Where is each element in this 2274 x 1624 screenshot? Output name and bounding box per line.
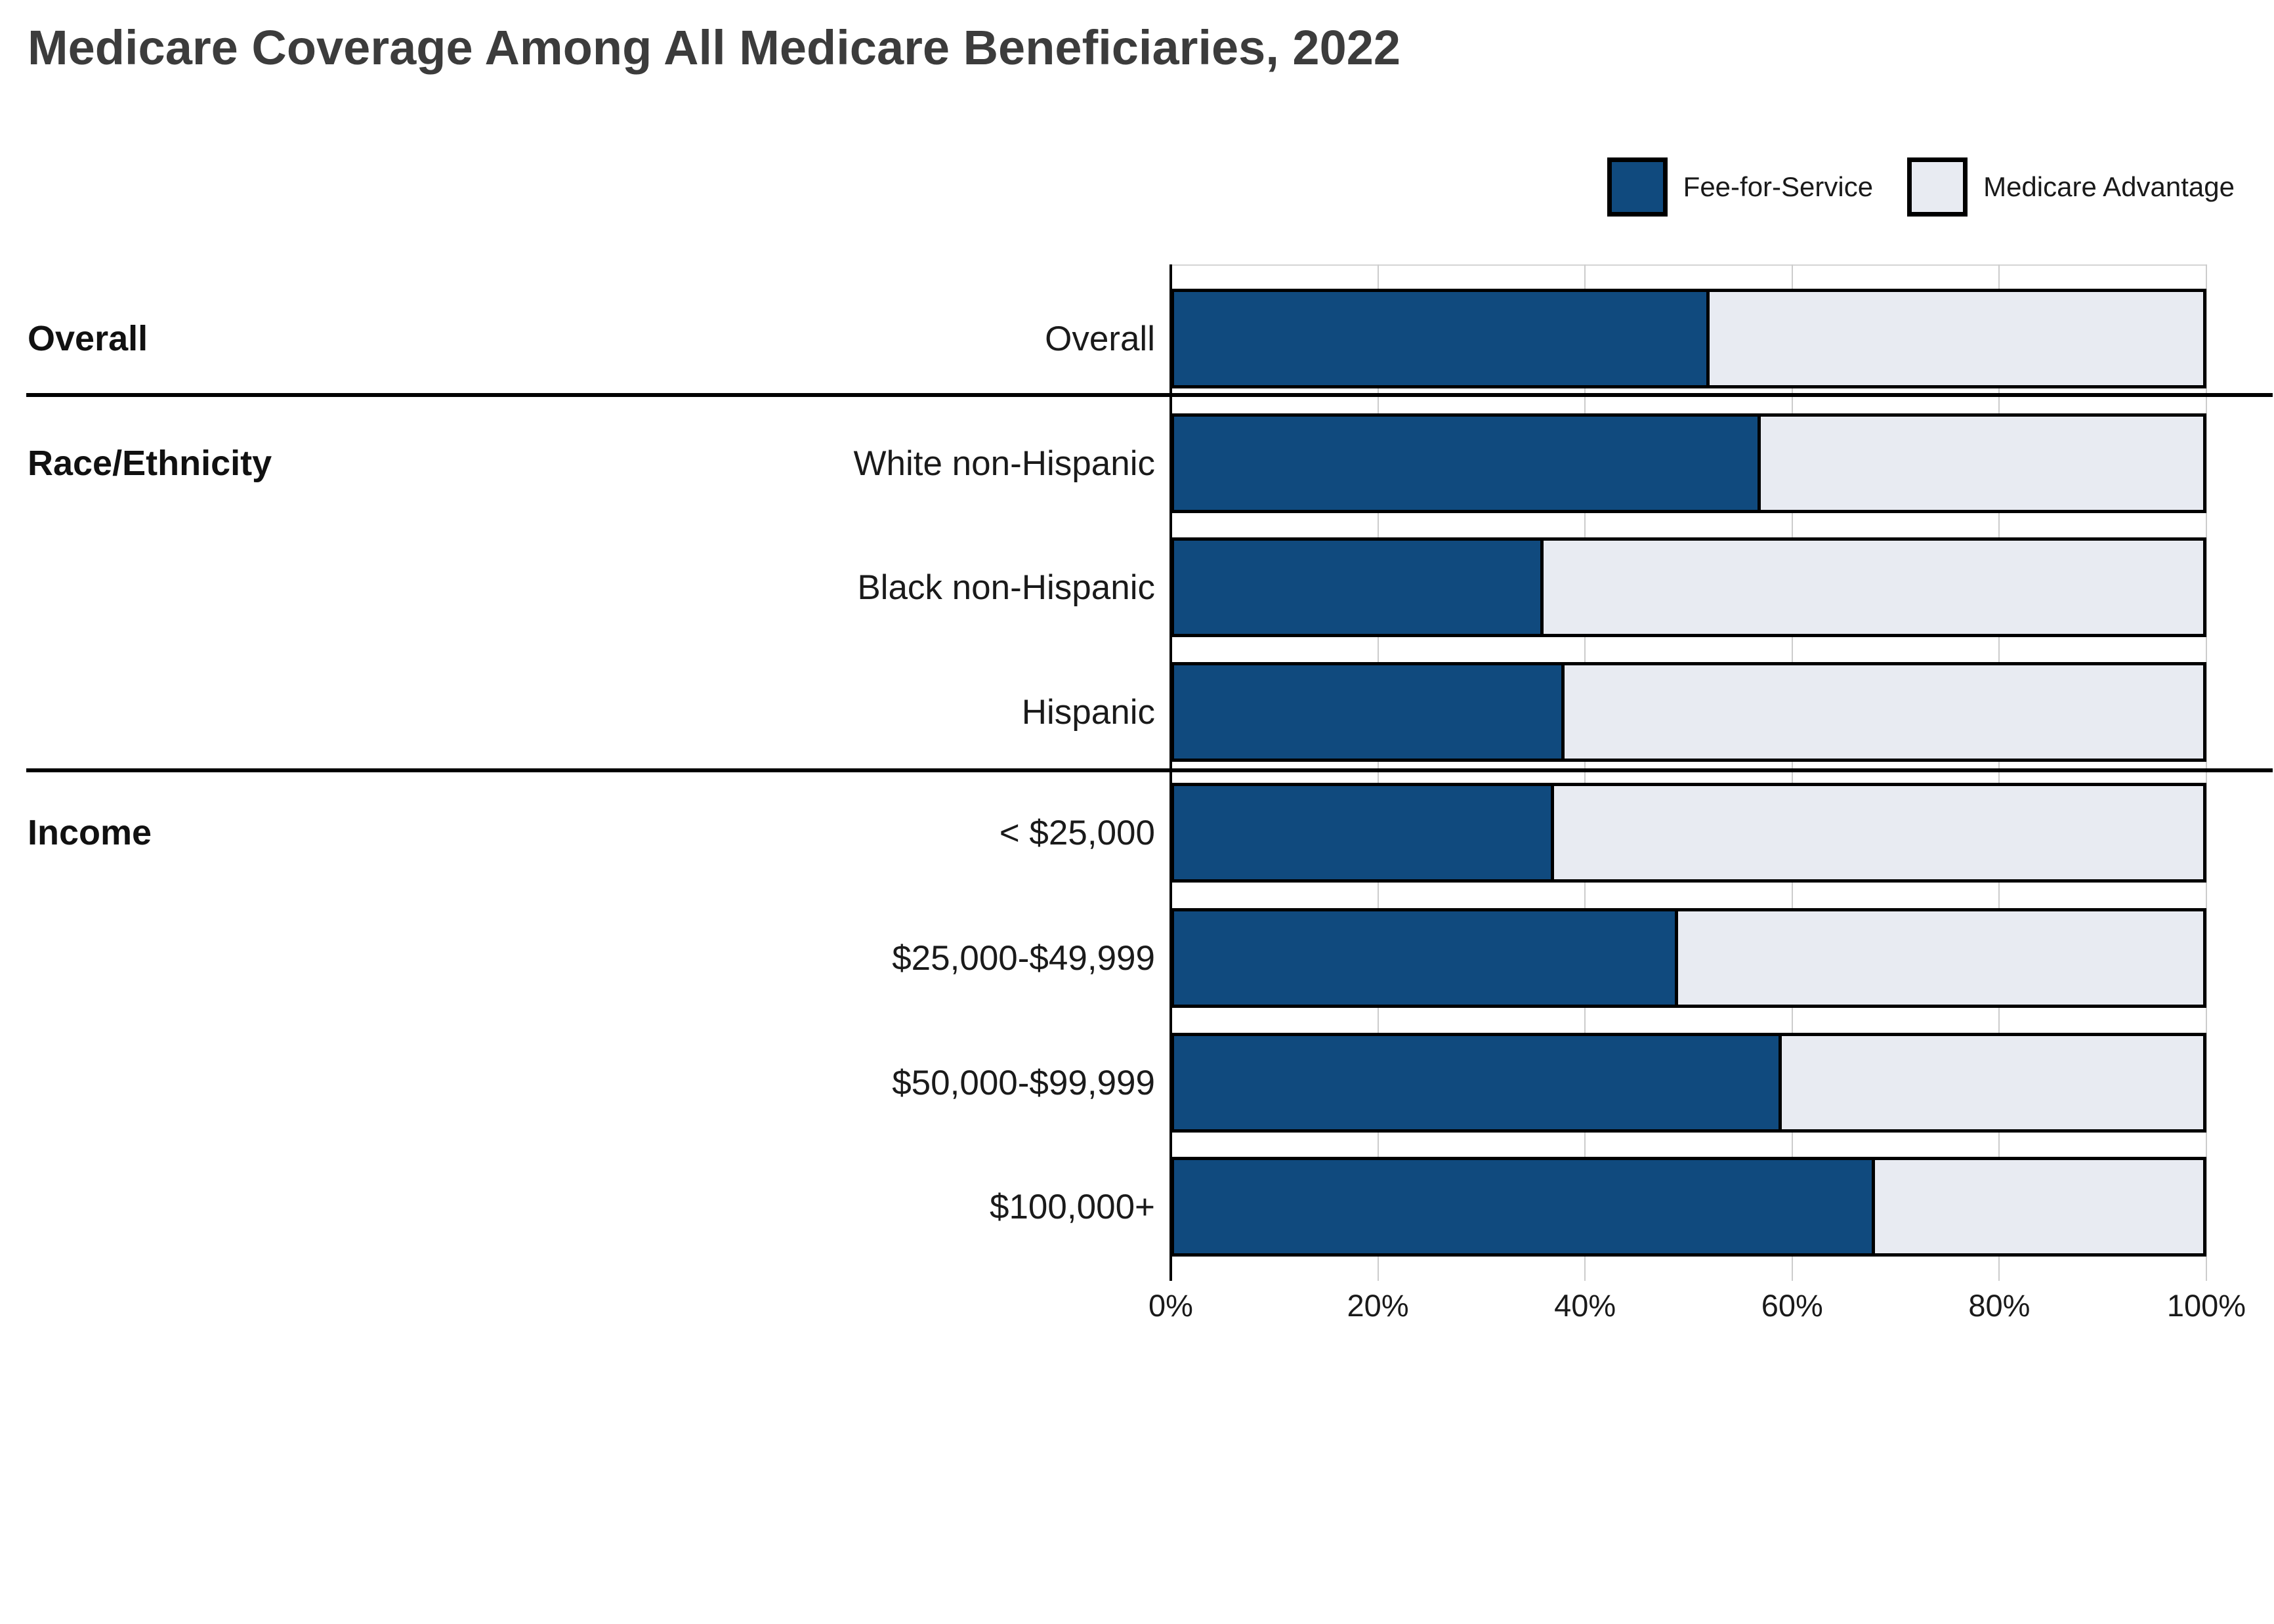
bar-row (1171, 1033, 2206, 1133)
bar-row (1171, 1157, 2206, 1257)
category-label: White non-Hispanic (853, 444, 1155, 483)
plot-top-border (1171, 264, 2206, 266)
bar-segment-medicare-advantage (1678, 908, 2206, 1008)
x-tick-label-20%: 20% (1347, 1288, 1409, 1323)
bar-segment-fee-for-service (1171, 1157, 1876, 1257)
gridline-80% (1998, 264, 2000, 1281)
gridline-40% (1584, 264, 1586, 1281)
category-label: Hispanic (1021, 692, 1155, 732)
group-label-race-ethnicity: Race/Ethnicity (28, 444, 272, 483)
gridline-100% (2206, 264, 2207, 1281)
x-tick-label-60%: 60% (1761, 1288, 1823, 1323)
bar-segment-medicare-advantage (1782, 1033, 2206, 1133)
legend-label-fee-for-service: Fee-for-Service (1683, 171, 1874, 202)
category-label: Overall (1045, 319, 1155, 358)
x-tick-label-100%: 100% (2166, 1288, 2246, 1323)
group-label-overall: Overall (28, 319, 148, 358)
plot-area (1169, 264, 2207, 1281)
chart-title: Medicare Coverage Among All Medicare Ben… (28, 20, 1401, 75)
x-tick-label-80%: 80% (1968, 1288, 2031, 1323)
bar-row (1171, 413, 2206, 513)
bar-row (1171, 662, 2206, 762)
category-label: $100,000+ (989, 1187, 1155, 1226)
bar-segment-medicare-advantage (1564, 662, 2206, 762)
bar-row (1171, 537, 2206, 637)
bar-segment-fee-for-service (1171, 783, 1554, 883)
legend-swatch-medicare-advantage (1907, 157, 1968, 217)
group-label-income: Income (28, 813, 152, 852)
legend-label-medicare-advantage: Medicare Advantage (1983, 171, 2235, 202)
gridline-60% (1791, 264, 1793, 1281)
bar-row (1171, 783, 2206, 883)
x-tick-label-0%: 0% (1148, 1288, 1193, 1323)
gridline-20% (1377, 264, 1379, 1281)
gridline-0% (1169, 264, 1172, 1281)
bar-row (1171, 908, 2206, 1008)
bar-segment-medicare-advantage (1544, 537, 2206, 637)
category-label: < $25,000 (999, 813, 1155, 852)
x-tick-label-40%: 40% (1554, 1288, 1616, 1323)
bar-segment-fee-for-service (1171, 662, 1565, 762)
bar-segment-fee-for-service (1171, 1033, 1782, 1133)
bar-segment-medicare-advantage (1761, 413, 2206, 513)
bar-segment-fee-for-service (1171, 289, 1710, 388)
legend-item-fee-for-service: Fee-for-Service (1607, 157, 1873, 217)
bar-segment-medicare-advantage (1553, 783, 2206, 883)
category-label: $25,000-$49,999 (892, 938, 1155, 978)
group-separator-line (26, 768, 2273, 772)
bar-segment-fee-for-service (1171, 908, 1679, 1008)
category-label: Black non-Hispanic (857, 568, 1155, 607)
category-label: $50,000-$99,999 (892, 1063, 1155, 1102)
bar-segment-fee-for-service (1171, 413, 1761, 513)
bar-segment-medicare-advantage (1875, 1157, 2206, 1257)
legend-item-medicare-advantage: Medicare Advantage (1907, 157, 2235, 217)
bar-row (1171, 289, 2206, 388)
bar-segment-fee-for-service (1171, 537, 1544, 637)
group-separator-line (26, 393, 2273, 397)
bar-segment-medicare-advantage (1709, 289, 2206, 388)
legend-swatch-fee-for-service (1607, 157, 1668, 217)
legend: Fee-for-Service Medicare Advantage (1607, 157, 2235, 217)
